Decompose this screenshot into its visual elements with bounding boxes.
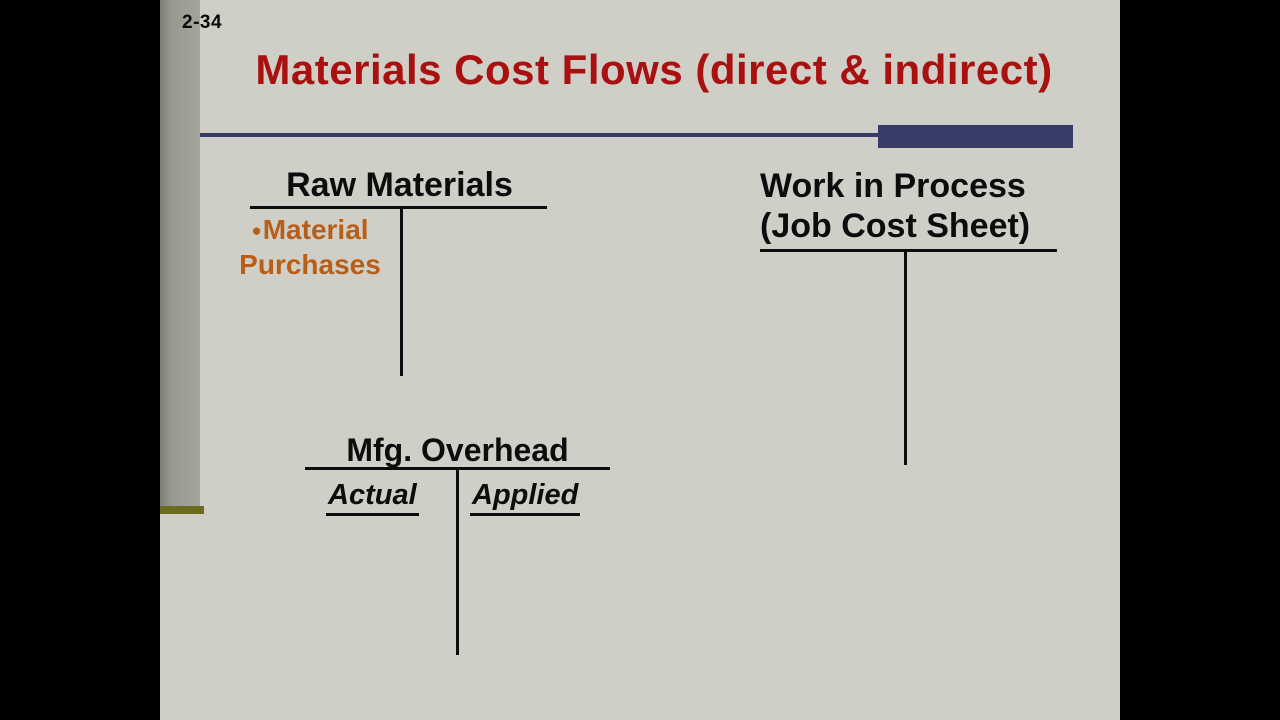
wip-label-line2: (Job Cost Sheet) [760,207,1031,245]
template-strip-mark [160,506,204,514]
work-in-process-account-label: Work in Process (Job Cost Sheet) [760,166,1070,246]
wip-label-line1: Work in Process [760,167,1026,205]
raw-materials-t-stem-line [400,209,403,376]
mfg-overhead-account-label: Mfg. Overhead [346,432,569,468]
mfg-overhead-applied-column-header: Applied [470,479,581,516]
material-purchases-entry: ●Material Purchases [222,213,398,282]
work-in-process-t-top-line [760,249,1057,252]
mfg-overhead-actual-column-header: Actual [326,479,419,516]
work-in-process-t-stem-line [904,252,907,465]
entry-text-line1: Material [262,214,369,245]
title-divider-line [200,133,1073,137]
slide-title: Materials Cost Flows (direct & indirect) [255,46,1053,93]
title-divider-accent-block [878,125,1073,148]
entry-text-line2: Purchases [239,249,381,280]
presentation-slide: 2-34 Materials Cost Flows (direct & indi… [160,0,1120,720]
entry-bullet-icon: ● [251,221,262,240]
mfg-overhead-t-stem-line [456,470,459,655]
raw-materials-account-label: Raw Materials [286,166,513,204]
template-side-strip [160,0,200,506]
slide-page-number: 2-34 [182,12,223,33]
mfg-overhead-t-top-line [305,467,610,470]
raw-materials-t-top-line [250,206,547,209]
